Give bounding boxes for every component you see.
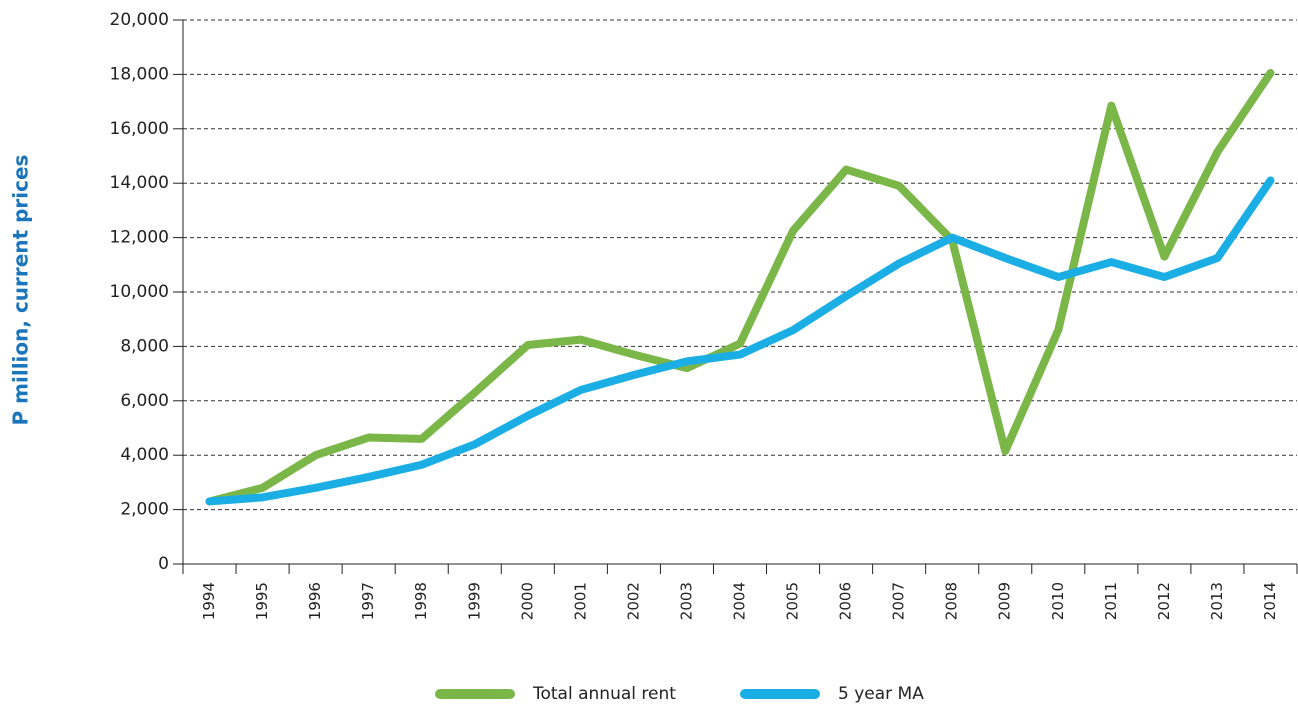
legend-label: 5 year MA xyxy=(838,684,924,704)
x-tick-label: 2003 xyxy=(677,582,695,620)
x-tick-label: 1997 xyxy=(359,582,377,620)
x-tick-label: 2008 xyxy=(943,582,961,620)
x-tick-label: 2001 xyxy=(571,582,589,620)
y-tick-label: 6,000 xyxy=(120,391,169,411)
x-tick-label: 1994 xyxy=(200,582,218,620)
x-tick-label: 2002 xyxy=(624,582,642,620)
y-tick-label: 0 xyxy=(158,554,169,574)
x-tick-label: 2011 xyxy=(1102,582,1120,620)
y-tick-label: 20,000 xyxy=(110,10,169,30)
x-tick-label: 2009 xyxy=(996,582,1014,620)
legend-label: Total annual rent xyxy=(532,684,676,704)
x-tick-label: 2000 xyxy=(518,582,536,620)
x-tick-label: 1998 xyxy=(412,582,430,620)
series-line xyxy=(205,69,1275,506)
x-tick-label: 2004 xyxy=(731,582,749,620)
series-line xyxy=(205,176,1275,506)
y-axis-label: P million, current prices xyxy=(9,155,33,426)
x-tick-label: 2013 xyxy=(1208,582,1226,620)
y-tick-label: 8,000 xyxy=(120,336,169,356)
x-tick-label: 1999 xyxy=(465,582,483,620)
x-tick-label: 2010 xyxy=(1049,582,1067,620)
y-tick-label: 12,000 xyxy=(110,228,169,248)
y-tick-label: 16,000 xyxy=(110,119,169,139)
x-tick-label: 1995 xyxy=(253,582,271,620)
x-tick-label: 2014 xyxy=(1261,582,1279,620)
y-tick-label: 14,000 xyxy=(110,173,169,193)
x-tick-label: 1996 xyxy=(306,582,324,620)
x-tick-label: 2012 xyxy=(1155,582,1173,620)
x-tick-label: 2006 xyxy=(837,582,855,620)
y-tick-label: 2,000 xyxy=(120,500,169,520)
x-tick-label: 2005 xyxy=(784,582,802,620)
y-tick-label: 18,000 xyxy=(110,64,169,84)
y-tick-label: 10,000 xyxy=(110,282,169,302)
y-tick-label: 4,000 xyxy=(120,445,169,465)
x-tick-label: 2007 xyxy=(890,582,908,620)
